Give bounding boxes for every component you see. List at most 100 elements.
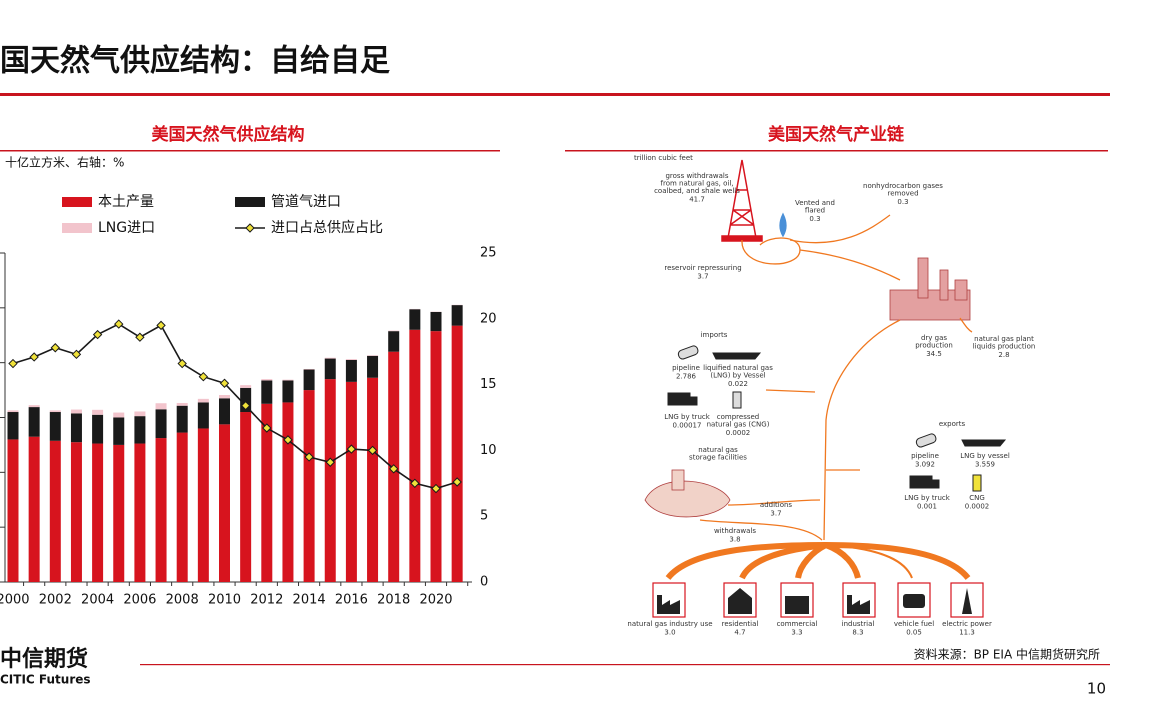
bar-segment [28, 436, 40, 582]
diagram-value: 41.7 [689, 196, 705, 204]
bar-segment [197, 398, 209, 403]
bar-segment [134, 443, 146, 582]
bar-segment [345, 359, 357, 360]
diagram-label: LNG by truck [904, 494, 951, 502]
line-marker [367, 445, 378, 456]
flow-arrow [823, 319, 901, 541]
transport-icons [667, 345, 1007, 492]
flow-arrow [699, 519, 823, 541]
line-marker [156, 320, 166, 331]
diagram-label: vehicle fuel [894, 620, 934, 628]
diagram-value: 0.001 [917, 503, 937, 511]
line-marker [92, 329, 103, 340]
diagram-value: 3.092 [915, 461, 935, 469]
bar-segment [49, 440, 61, 582]
bar-segment [92, 443, 104, 582]
diagram-label: withdrawals [714, 527, 756, 535]
slide-title: 国天然气供应结构：自给自足 [0, 44, 390, 79]
line-marker [452, 477, 462, 487]
diagram-label: natural gas plant [974, 335, 1034, 343]
diagram-label: liquids production [973, 343, 1036, 351]
line-marker [262, 423, 272, 433]
bar-segment [303, 368, 315, 370]
bar-segment [113, 444, 125, 582]
diagram-label: coalbed, and shale wells [654, 187, 740, 195]
x-tick-label: 2010 [208, 593, 241, 608]
chart-title-rule [0, 150, 500, 152]
diagram-value: 0.3 [897, 198, 908, 206]
source: 资料来源：BP EIA 中信期货研究所 [914, 647, 1100, 662]
bar-segment [240, 387, 252, 413]
bar-segment [197, 402, 209, 429]
y2-tick-label: 10 [480, 443, 497, 458]
diagram-unit: trillion cubic feet [634, 154, 693, 162]
diagram-value: 0.022 [728, 380, 748, 388]
bar-segment [219, 395, 230, 399]
diagram-label: natural gas (CNG) [707, 421, 770, 429]
diagram-value: 0.0002 [726, 429, 751, 437]
diagram-value: 34.5 [926, 350, 942, 358]
storage-icon [644, 469, 731, 518]
diagram-value: 11.3 [959, 629, 975, 637]
line-marker [283, 435, 293, 445]
bar-segment [176, 432, 188, 582]
x-tick-label: 2000 [0, 593, 30, 608]
bar-segment [324, 357, 336, 359]
diagram-label: LNG by truck [664, 413, 711, 421]
bar-segment [240, 412, 252, 582]
legend-marker [245, 223, 255, 233]
line-marker [114, 319, 124, 329]
bar-segment [7, 410, 19, 413]
diagram-label: natural gas industry use [627, 620, 712, 628]
diagram-label: pipeline [911, 452, 939, 460]
flow-arrow [959, 317, 973, 333]
diagram-label: imports [701, 331, 728, 339]
diagram-label: electric power [942, 620, 992, 628]
line-marker [388, 464, 399, 474]
line-marker [346, 444, 357, 454]
diagram-value: 3.559 [975, 461, 995, 469]
flow-arrow [765, 389, 816, 393]
bar-segment [134, 411, 146, 417]
end-use-icons [652, 582, 984, 618]
diagram-value: 0.05 [906, 629, 922, 637]
diagram-value: 3.0 [664, 629, 675, 637]
bar-segment [240, 385, 252, 388]
diagram-label: industrial [842, 620, 875, 628]
bar-segment [451, 305, 463, 326]
flare-icon [779, 212, 787, 238]
page-number: 10 [1087, 680, 1106, 698]
legend-label: LNG进口 [98, 220, 155, 236]
diagram-label: nonhydrocarbon gases [863, 182, 943, 190]
diagram-art [644, 159, 1007, 618]
line-marker [410, 478, 420, 489]
line-marker [50, 343, 61, 353]
bar-segment [324, 358, 336, 380]
legend-swatch [235, 197, 265, 207]
bar-segment [49, 412, 61, 441]
bar-segment [430, 331, 442, 582]
diagram-title-rule [565, 150, 1108, 152]
flow-arrow [799, 249, 901, 281]
diagram-label: reservoir repressuring [664, 264, 741, 272]
line-marker [71, 349, 82, 360]
bar-segment [70, 442, 82, 582]
bar-segment [134, 416, 146, 444]
line-marker [240, 400, 251, 411]
bar-segment [324, 379, 336, 582]
bar-segment [409, 329, 421, 582]
diagram-value: 0.0002 [965, 503, 990, 511]
diagram-label: residential [722, 620, 759, 628]
bar-segment [345, 381, 357, 582]
bar-segment [261, 380, 273, 404]
diagram-value: 8.3 [852, 629, 863, 637]
bar-segment [388, 330, 400, 332]
diagram-value: 3.7 [770, 510, 781, 518]
legend-label: 管道气进口 [271, 194, 341, 210]
diagram-label: removed [887, 190, 918, 198]
flow-arrow [741, 237, 801, 265]
diagram-label: gross withdrawals [665, 172, 728, 180]
bar-segment [303, 390, 315, 582]
unit-note: 十亿立方米、右轴：% [5, 155, 124, 170]
